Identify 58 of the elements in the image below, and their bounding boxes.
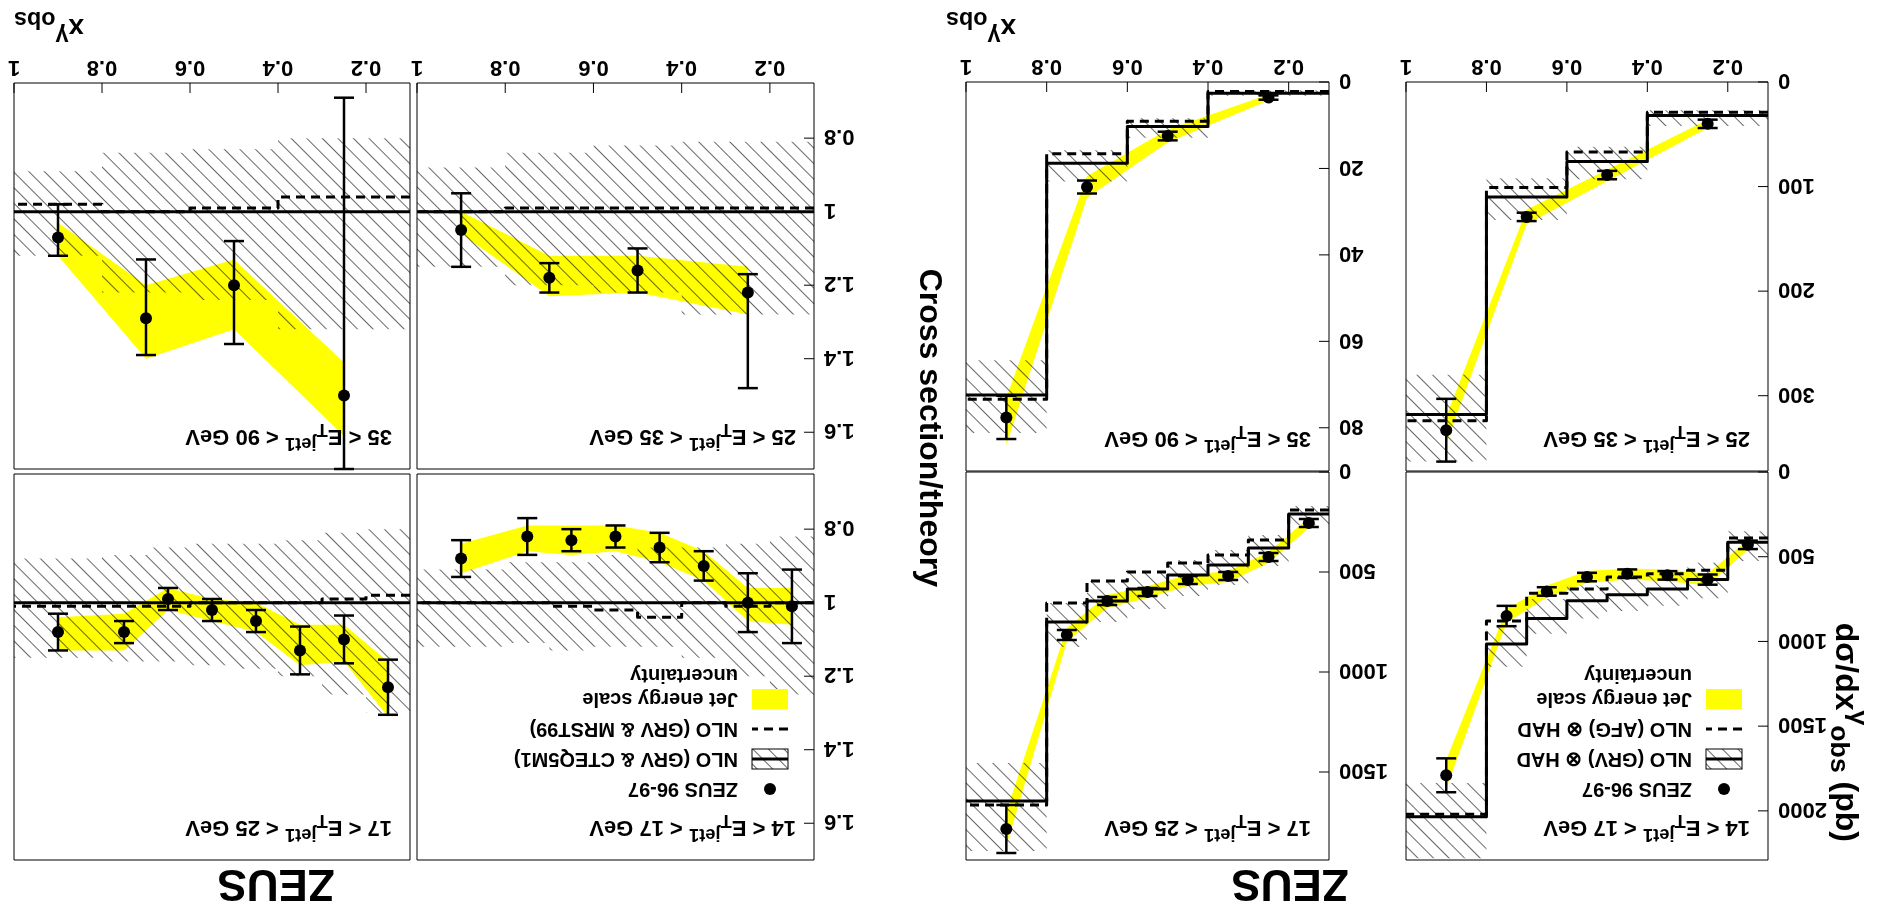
y-tick-label: 500 <box>1778 543 1815 569</box>
text: ZEUS <box>216 860 336 910</box>
legend-label: NLO (AFG) ⊗ HAD <box>1516 718 1692 742</box>
legend-label: NLO (GRV) ⊗ HAD <box>1515 748 1692 772</box>
y-tick-label: 1500 <box>1339 759 1388 785</box>
y-tick-label: 0 <box>1778 69 1791 95</box>
x-tick-label: 0.2 <box>1712 55 1744 81</box>
y-tick-label: 0 <box>1778 459 1791 485</box>
x-tick-label: 0.6 <box>1551 55 1583 81</box>
x-tick-label: 1 <box>7 56 21 82</box>
x-tick-label: 1 <box>410 56 424 82</box>
y-tick-label: 1.2 <box>824 663 855 689</box>
y-axis-title: Cross section/theory <box>912 267 950 590</box>
y-tick-label: 1.4 <box>823 736 855 762</box>
y-tick-label: 100 <box>1778 173 1815 199</box>
y-tick-label: 1 <box>824 589 837 615</box>
legend-label: Jet energy scale uncertainty <box>1535 664 1692 712</box>
legend-label: ZEUS 96-97 <box>626 778 738 802</box>
y-tick-label: 0 <box>1339 69 1352 95</box>
y-tick-label: 80 <box>1339 414 1364 440</box>
y-tick-label: 1.6 <box>824 419 855 445</box>
y-tick-label: 1500 <box>1778 713 1827 739</box>
x-tick-label: 0.8 <box>86 56 118 82</box>
y-tick-label: 200 <box>1778 278 1815 304</box>
x-tick-label: 0.2 <box>1273 55 1304 81</box>
legend-label: NLO (GRV & MRST99) <box>528 718 738 742</box>
y-tick-label: 20 <box>1339 155 1364 181</box>
x-tick-label: 0.8 <box>489 56 521 82</box>
x-tick-label: 0.6 <box>1112 55 1143 81</box>
y-tick-label: 1.2 <box>824 272 855 298</box>
y-tick-label: 40 <box>1339 242 1364 268</box>
y-tick-label: 1.6 <box>824 810 855 836</box>
x-tick-label: 0.8 <box>1031 55 1062 81</box>
legend-label: NLO (GRV & CTEQ5M1) <box>512 748 738 772</box>
x-tick-label: 0.2 <box>350 56 382 82</box>
x-tick-label: 0.8 <box>1471 55 1502 81</box>
x-tick-label: 0.4 <box>1631 55 1663 81</box>
x-tick-label: 0.2 <box>754 56 786 82</box>
y-tick-label: 1.4 <box>823 345 855 371</box>
x-tick-label: 0.4 <box>261 56 294 82</box>
x-tick-label: 0.6 <box>174 56 206 82</box>
legend-label: Jet energy scale uncertainty <box>581 664 738 712</box>
x-tick-label: 1 <box>1399 55 1413 81</box>
y-tick-label: 0.8 <box>824 516 855 542</box>
y-tick-label: 1000 <box>1339 659 1388 685</box>
y-tick-label: 60 <box>1339 328 1364 354</box>
y-tick-label: 300 <box>1778 382 1815 408</box>
x-tick-label: 0.6 <box>578 56 609 82</box>
legend-label: ZEUS 96-97 <box>1580 778 1692 802</box>
y-tick-label: 500 <box>1339 559 1376 585</box>
y-tick-label: 1 <box>824 198 837 224</box>
x-tick-label: 0.4 <box>665 56 697 82</box>
text: ZEUS <box>1230 860 1350 910</box>
x-tick-label: 0.4 <box>1191 55 1224 81</box>
y-tick-label: 0 <box>1339 459 1352 485</box>
x-tick-label: 1 <box>959 55 973 81</box>
y-tick-label: 1000 <box>1778 628 1827 654</box>
y-tick-label: 0.8 <box>824 125 855 151</box>
